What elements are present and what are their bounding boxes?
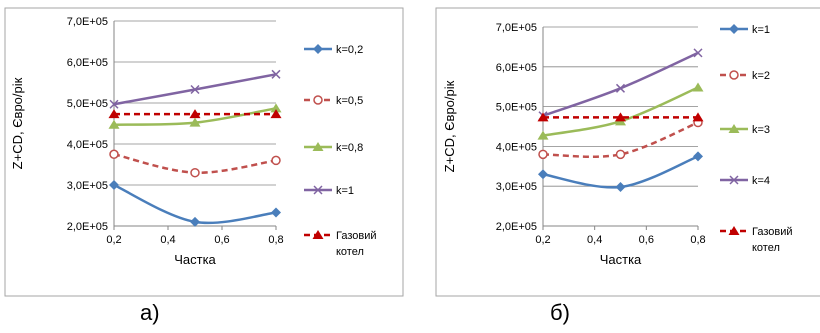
- chart-a-svg: 2,0E+05 3,0E+05 4,0E+05 5,0E+05 6,0E+05 7,0E+…: [4, 7, 404, 297]
- x-tick-label: 0,8: [690, 234, 705, 246]
- legend-label-line1: Газовий: [336, 230, 377, 242]
- legend-label: k=3: [752, 124, 770, 136]
- legend-marker: [729, 175, 739, 185]
- legend-marker: [313, 185, 323, 195]
- y-tick-label: 5,0E+05: [67, 98, 108, 110]
- y-tick-label: 2,0E+05: [67, 221, 108, 233]
- legend-marker: [313, 44, 323, 54]
- x-tick-label: 0,4: [587, 234, 602, 246]
- series-1: [109, 180, 281, 227]
- legend-item-3: k=3: [720, 124, 770, 136]
- series-5: [537, 112, 704, 122]
- y-tick-label: 6,0E+05: [496, 62, 537, 74]
- data-point: [537, 130, 549, 140]
- legend-item-1: k=1: [720, 24, 770, 36]
- legend-label: k=0,8: [336, 142, 363, 154]
- series-4: [109, 69, 281, 109]
- data-point: [692, 82, 704, 92]
- data-point: [271, 207, 281, 218]
- series-1: [538, 151, 703, 192]
- y-axis-title: Z+CD, Євро/рік: [10, 77, 25, 169]
- y-tick-label: 6,0E+05: [67, 57, 108, 69]
- series-5: [108, 109, 282, 119]
- data-point: [108, 119, 120, 129]
- y-tick-label: 5,0E+05: [496, 102, 537, 114]
- y-tick-label: 4,0E+05: [496, 141, 537, 153]
- data-point: [190, 216, 200, 227]
- chart-b-svg: 2,0E+05 3,0E+05 4,0E+05 5,0E+05 6,0E+05 7,0E+…: [435, 7, 820, 297]
- legend-marker: [312, 230, 324, 239]
- data-point: [189, 109, 201, 119]
- panel-label-a: а): [140, 300, 160, 325]
- chart-panel-b: 2,0E+05 3,0E+05 4,0E+05 5,0E+05 6,0E+05 7,0E+…: [410, 0, 820, 333]
- legend-label: k=2: [752, 70, 770, 82]
- x-tick-label: 0,2: [535, 234, 550, 246]
- legend-label: k=1: [336, 185, 354, 197]
- data-point: [190, 84, 200, 95]
- series-line: [542, 121, 699, 158]
- legend-item-5: Газовий котел: [720, 226, 793, 254]
- data-point: [271, 69, 281, 79]
- data-point: [692, 112, 704, 122]
- legend-marker: [729, 24, 739, 34]
- data-point: [108, 109, 120, 119]
- legend-item-4: k=4: [720, 175, 770, 187]
- legend-marker: [313, 95, 323, 105]
- legend-marker: [728, 226, 740, 235]
- legend-label: k=4: [752, 175, 770, 187]
- data-point: [615, 112, 626, 122]
- data-point: [270, 103, 282, 113]
- x-tick-label: 0,4: [160, 234, 175, 246]
- legend-item-3: k=0,8: [304, 142, 363, 154]
- data-point: [537, 112, 549, 122]
- legend-item-4: k=1: [304, 185, 354, 197]
- x-axis-title: Частка: [600, 252, 642, 267]
- x-tick-label: 0,6: [214, 234, 229, 246]
- data-point: [190, 167, 200, 178]
- legend-item-2: k=2: [720, 70, 770, 82]
- data-point: [270, 109, 282, 119]
- legend-label: k=0,5: [336, 95, 363, 107]
- legend-item-5: Газовий котел: [304, 230, 377, 258]
- series-2: [109, 149, 281, 178]
- data-point: [109, 180, 119, 190]
- y-tick-label: 7,0E+05: [67, 16, 108, 28]
- data-point: [615, 181, 626, 192]
- data-point: [693, 151, 703, 162]
- x-tick-label: 0,6: [639, 234, 654, 246]
- data-point: [615, 149, 626, 160]
- data-point: [538, 149, 548, 160]
- legend-label-line1: Газовий: [752, 226, 793, 238]
- legend-marker: [729, 70, 739, 80]
- legend-label-line2: котел: [336, 246, 364, 258]
- data-point: [615, 83, 626, 93]
- x-tick-label: 0,8: [268, 234, 283, 246]
- data-point: [271, 155, 281, 166]
- chart-panel-a: 2,0E+05 3,0E+05 4,0E+05 5,0E+05 6,0E+05 7,0E+…: [4, 7, 404, 325]
- y-tick-label: 7,0E+05: [496, 22, 537, 34]
- chart-frame: [4, 7, 404, 297]
- series-3: [108, 103, 282, 129]
- y-tick-label: 2,0E+05: [496, 221, 537, 233]
- y-tick-label: 4,0E+05: [67, 139, 108, 151]
- y-tick-label: 3,0E+05: [496, 181, 537, 193]
- data-point: [693, 48, 703, 58]
- legend-marker: [312, 142, 324, 151]
- x-axis-title: Частка: [174, 252, 216, 267]
- legend-marker: [728, 124, 740, 133]
- data-point: [189, 117, 201, 127]
- legend-label: k=1: [752, 24, 770, 36]
- data-point: [109, 99, 119, 109]
- legend-item-1: k=0,2: [304, 44, 363, 56]
- data-point: [109, 149, 119, 159]
- data-point: [538, 169, 548, 180]
- y-tick-label: 3,0E+05: [67, 180, 108, 192]
- legend-label-line2: котел: [752, 242, 780, 254]
- x-tick-label: 0,2: [106, 234, 121, 246]
- y-axis-title: Z+CD, Євро/рік: [442, 80, 457, 172]
- panel-label-b: б): [550, 300, 570, 325]
- legend-item-2: k=0,5: [304, 95, 363, 107]
- legend-label: k=0,2: [336, 44, 363, 56]
